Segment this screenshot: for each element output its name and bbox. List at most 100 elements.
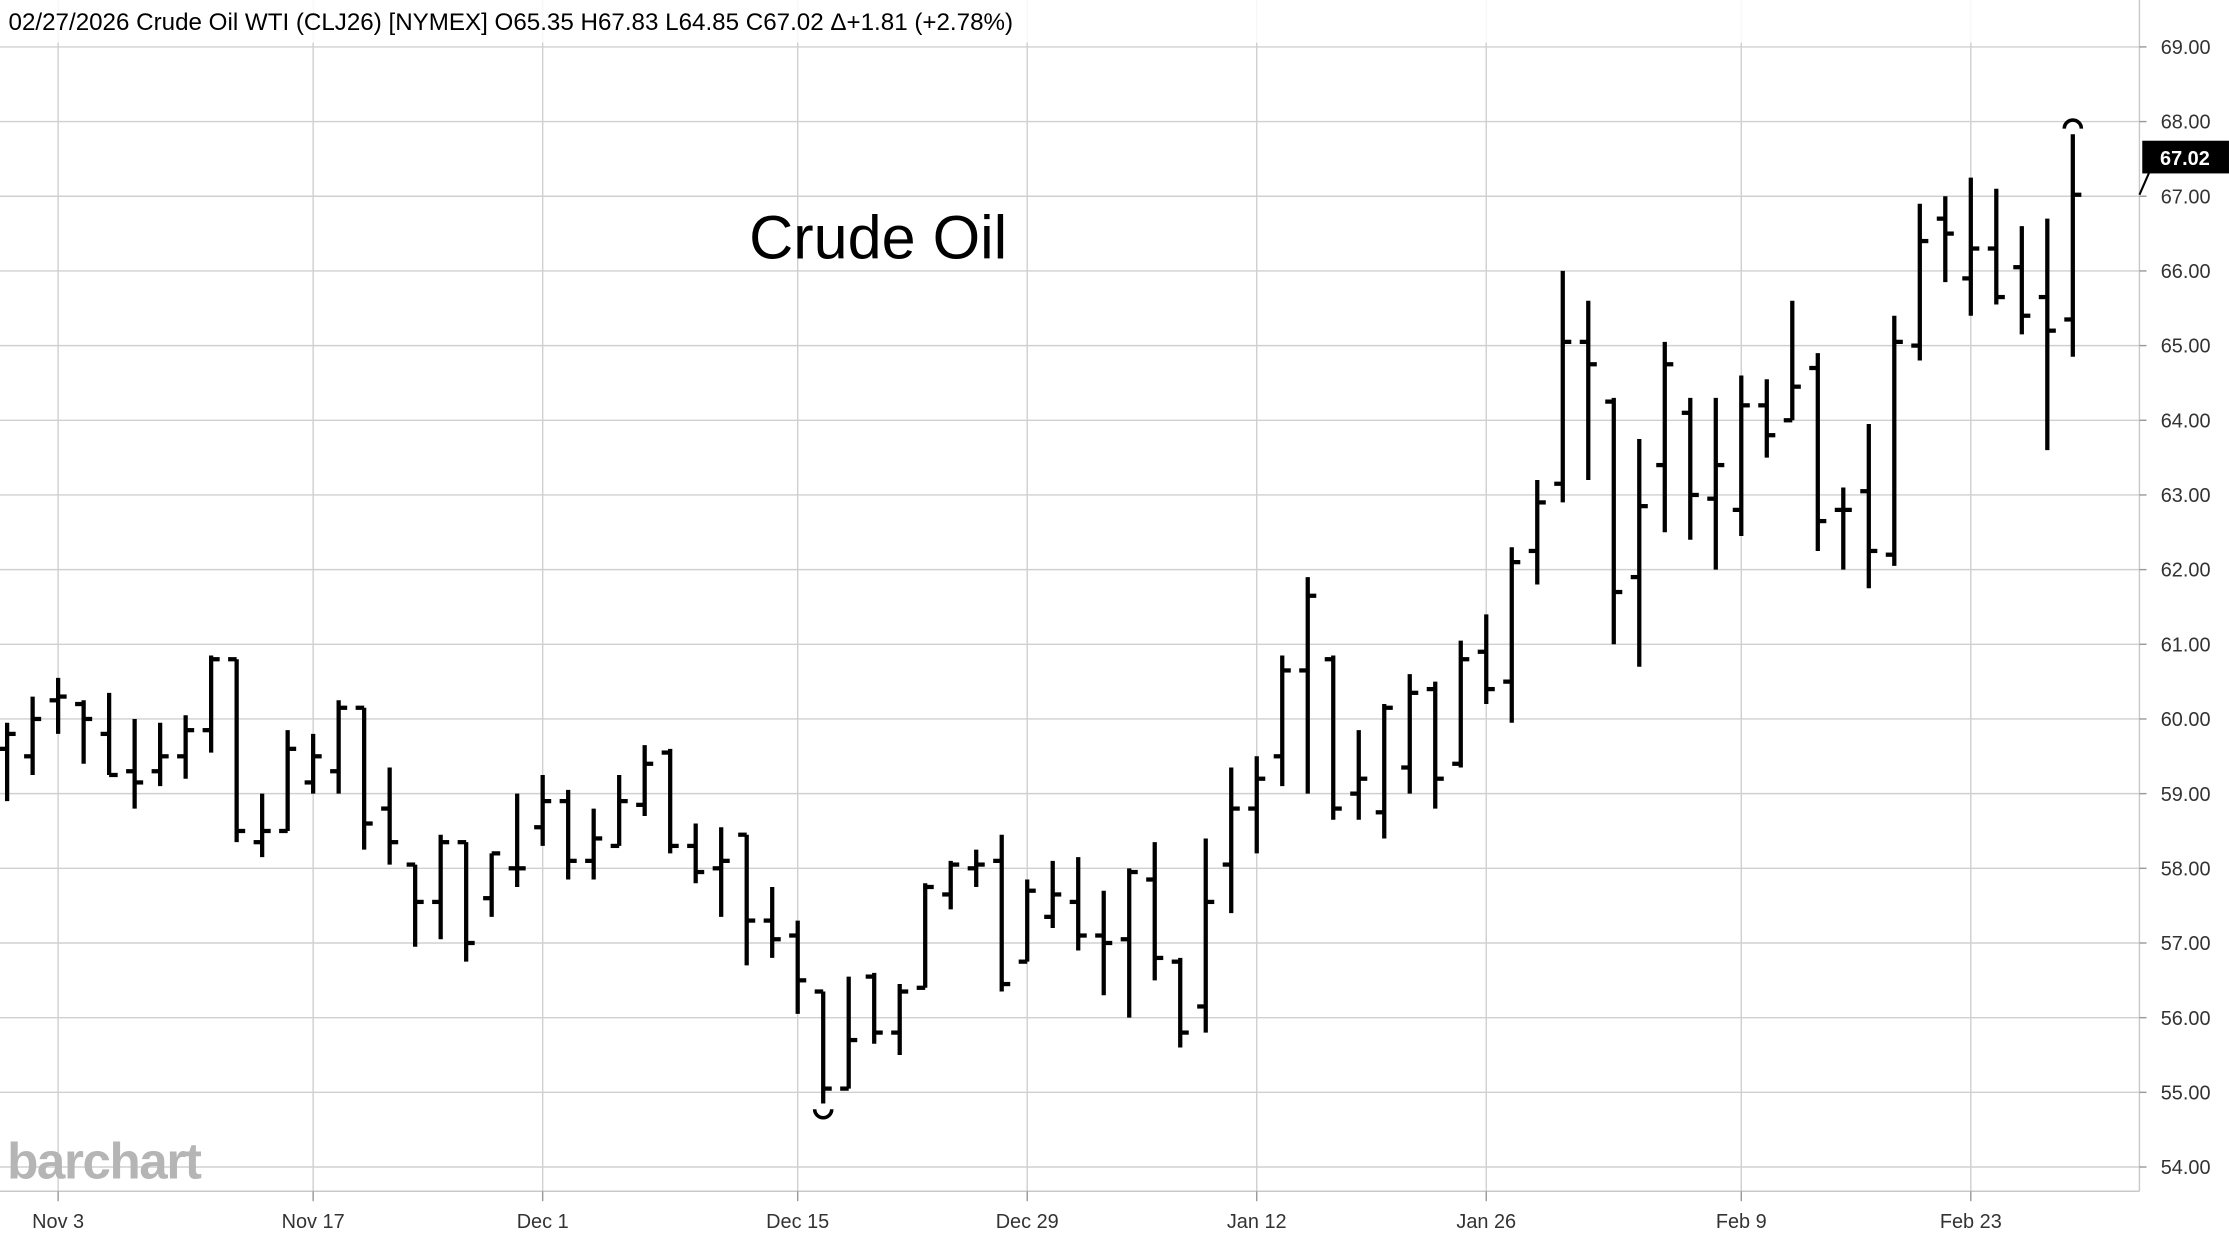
ohlc-bar (916, 883, 934, 990)
ohlc-bar (942, 860, 960, 910)
y-tick-label: 57.00 (2161, 933, 2211, 955)
ohlc-bar (1936, 196, 1954, 283)
ohlc-bar (636, 745, 654, 817)
ohlc-bar (789, 920, 807, 1014)
ohlc-bar (1885, 315, 1903, 566)
ohlc-bar (1528, 480, 1546, 585)
ohlc-bar (330, 700, 348, 794)
period-high-marker (2062, 118, 2084, 129)
ohlc-bar (75, 700, 93, 764)
ohlc-bar (1095, 890, 1113, 996)
ohlc-bar (1758, 379, 1776, 458)
y-axis: 54.00 55.00 56.00 57.00 58.00 59.00 60.00 61.00… (2139, 37, 2211, 1179)
ohlc-bar (1783, 300, 1801, 423)
chart-title: Crude Oil (749, 204, 1007, 272)
ohlc-bar (49, 677, 67, 734)
ohlc-bar (1350, 730, 1368, 820)
ohlc-bar (1681, 397, 1699, 540)
ohlc-bar (585, 808, 603, 880)
ohlc-bar (1809, 353, 1827, 551)
ohlc-bar (1018, 879, 1036, 964)
ohlc-bar (610, 774, 628, 849)
y-tick-label: 66.00 (2161, 261, 2211, 283)
ohlc-bar (559, 789, 577, 880)
ohlc-bar (1554, 270, 1572, 503)
x-tick-label: Feb 23 (1940, 1211, 2002, 1233)
ohlc-bar (661, 748, 679, 854)
ohlc-bar (304, 733, 322, 794)
ohlc-bar (202, 655, 220, 753)
ohlc-bar (100, 692, 118, 778)
ohlc-bar (1860, 424, 1878, 589)
header-instrument: Crude Oil WTI (CLJ26) [NYMEX] (136, 9, 488, 36)
ohlc-bar (840, 976, 858, 1091)
x-tick-label: Feb 9 (1716, 1211, 1767, 1233)
ohlc-bar (1911, 203, 1929, 361)
ohlc-bar (126, 718, 144, 809)
ohlc-bar (1375, 704, 1393, 839)
x-tick-label: Dec 1 (517, 1211, 569, 1233)
ohlc-bar (2013, 226, 2031, 335)
header-open: O65.35 (495, 9, 574, 36)
y-tick-label: 67.00 (2161, 186, 2211, 208)
period-low-marker (812, 1109, 834, 1120)
ohlc-bar (1401, 674, 1419, 794)
header-low: L64.85 (665, 9, 739, 36)
header-date: 02/27/2026 (9, 9, 130, 36)
ohlc-bar (1503, 547, 1521, 723)
ohlc-bar (2064, 134, 2082, 357)
ohlc-bar (1069, 857, 1087, 951)
ohlc-bar (1477, 614, 1495, 705)
last-price-pointer (2138, 171, 2151, 196)
ohlc-bar (1222, 767, 1240, 914)
ohlc-bar (228, 657, 246, 843)
grid-lines (0, 0, 2140, 1192)
y-tick-label: 56.00 (2161, 1008, 2211, 1030)
ohlc-bar (1120, 868, 1138, 1018)
barchart-logo: barchart (7, 1132, 202, 1189)
x-tick-label: Jan 12 (1227, 1211, 1287, 1233)
ohlc-bar (1324, 655, 1342, 820)
x-tick-label: Jan 26 (1456, 1211, 1516, 1233)
y-tick-label: 59.00 (2161, 784, 2211, 806)
ohlc-bars (0, 118, 2084, 1120)
ohlc-bar (1656, 341, 1674, 533)
ohlc-bar (814, 989, 832, 1104)
y-tick-label: 58.00 (2161, 858, 2211, 880)
x-tick-label: Dec 15 (766, 1211, 829, 1233)
y-tick-label: 62.00 (2161, 560, 2211, 582)
y-tick-label: 55.00 (2161, 1082, 2211, 1104)
y-tick-label: 65.00 (2161, 336, 2211, 358)
y-tick-label: 69.00 (2161, 37, 2211, 59)
ohlc-bar (1426, 681, 1444, 809)
ohlc-bar (2038, 218, 2056, 451)
ohlc-bar (483, 851, 501, 917)
ohlc-bar (1299, 577, 1317, 794)
ohlc-bar (1987, 188, 2005, 305)
ohlc-bar (1707, 397, 1725, 570)
ohlc-bar (1630, 438, 1648, 667)
ohlc-bar (1579, 300, 1597, 481)
ohlc-bar (891, 984, 909, 1055)
ohlc-bar (151, 722, 169, 787)
ohlc-bar (687, 823, 705, 884)
y-tick-label: 54.00 (2161, 1157, 2211, 1179)
x-tick-label: Dec 29 (996, 1211, 1059, 1233)
last-price-badge: 67.02 (2138, 140, 2229, 196)
ohlc-bar (534, 774, 552, 846)
ohlc-bar (1146, 842, 1164, 981)
last-price-label: 67.02 (2160, 148, 2210, 170)
ohlc-bar (763, 886, 781, 958)
x-tick-label: Nov 3 (32, 1211, 84, 1233)
ohlc-bar (1962, 177, 1980, 316)
y-tick-label: 60.00 (2161, 709, 2211, 731)
ohlc-bar (1834, 487, 1852, 570)
ohlc-bar (253, 793, 271, 858)
ohlc-bar (457, 840, 475, 962)
ohlc-bar (1044, 860, 1062, 929)
ohlc-bar (1273, 655, 1291, 787)
ohlc-bar (1171, 957, 1189, 1048)
ohlc-bar (432, 834, 450, 940)
ohlc-bar (993, 834, 1011, 992)
